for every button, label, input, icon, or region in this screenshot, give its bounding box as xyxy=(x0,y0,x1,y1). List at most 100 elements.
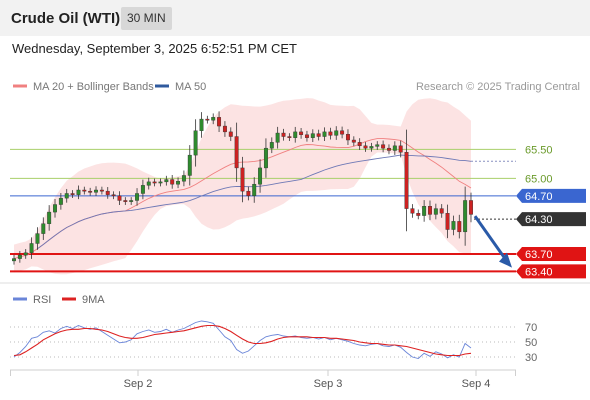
candle-body xyxy=(381,144,386,149)
timeframe-badge[interactable]: 30 MIN xyxy=(121,7,172,30)
candle-body xyxy=(12,258,16,262)
candle xyxy=(299,127,304,139)
candle-body xyxy=(199,118,204,131)
candle-body xyxy=(416,213,421,216)
candle-body xyxy=(328,131,333,136)
candle xyxy=(199,112,204,138)
candle-body xyxy=(234,136,239,169)
candle xyxy=(176,177,181,189)
candle-body xyxy=(111,194,116,197)
candle-body xyxy=(158,181,163,184)
candle xyxy=(404,129,409,232)
rsi-panel: 70 50 30 xyxy=(10,320,537,364)
candle xyxy=(17,250,22,263)
candle xyxy=(392,141,397,156)
level-tag-64-30 xyxy=(516,212,586,227)
candle-body xyxy=(205,118,210,121)
candle-body xyxy=(340,130,345,135)
candle xyxy=(439,204,444,218)
candle-body xyxy=(76,189,81,195)
candle xyxy=(328,127,333,140)
candle xyxy=(234,122,239,182)
rsi-legend-label: RSI xyxy=(33,294,51,306)
candle xyxy=(164,175,169,186)
candle xyxy=(310,129,315,143)
candle xyxy=(340,126,345,139)
candle xyxy=(193,119,198,167)
candle xyxy=(111,191,116,200)
candle-body xyxy=(17,254,22,259)
level-label-64-30: 64.30 xyxy=(525,214,553,226)
candle xyxy=(123,197,128,205)
candle xyxy=(351,136,356,147)
candle xyxy=(316,129,321,141)
candle-body xyxy=(269,142,274,149)
candle xyxy=(451,215,456,236)
candle-body xyxy=(299,131,304,135)
candle-body xyxy=(469,200,473,215)
candle-body xyxy=(88,190,93,193)
candle-body xyxy=(181,175,186,182)
candle-body xyxy=(170,179,175,185)
candle-body xyxy=(463,200,468,233)
price-panel: 65.50 65.00 64.70 64.30 63.70 63.40 xyxy=(10,98,586,279)
candle-body xyxy=(129,200,134,202)
candle-body xyxy=(23,252,28,256)
instrument-title: Crude Oil (WTI) xyxy=(11,10,121,27)
ma20-legend-swatch xyxy=(13,84,27,88)
candle-body xyxy=(53,204,57,213)
rsi-tick-30: 30 xyxy=(525,352,537,364)
candle xyxy=(47,205,52,231)
candle xyxy=(457,214,462,239)
candle-body xyxy=(105,190,110,195)
candle xyxy=(70,190,75,198)
candle xyxy=(58,192,63,210)
candle-body xyxy=(387,147,391,151)
candle xyxy=(422,200,427,222)
ma50-legend-label: MA 50 xyxy=(175,81,206,93)
candle xyxy=(304,130,309,142)
candle-body xyxy=(304,134,309,138)
candle xyxy=(398,140,403,158)
candle-body xyxy=(363,145,368,149)
candle-body xyxy=(246,190,251,197)
candle-body xyxy=(410,208,415,214)
header-bar: Crude Oil (WTI) 30 MIN xyxy=(0,0,590,36)
level-label-65-50: 65.50 xyxy=(525,144,553,156)
level-label-65-00: 65.00 xyxy=(525,173,553,185)
candle xyxy=(105,187,110,199)
candle xyxy=(23,249,28,259)
candle xyxy=(287,133,292,142)
candle xyxy=(12,254,16,265)
candle xyxy=(64,188,69,203)
datetime-label: Wednesday, September 3, 2025 6:52:51 PM … xyxy=(12,41,297,56)
candle-body xyxy=(252,183,257,197)
candle-body xyxy=(404,152,409,209)
candle xyxy=(275,126,280,149)
candle-body xyxy=(346,133,350,141)
candle xyxy=(252,177,257,203)
candle-body xyxy=(451,221,456,230)
candle xyxy=(263,138,268,178)
candle xyxy=(211,113,216,125)
candle-body xyxy=(123,200,128,202)
candle-body xyxy=(293,131,298,138)
ma9-legend-label: 9MA xyxy=(82,294,105,306)
candle xyxy=(88,187,93,196)
rsi-tick-70: 70 xyxy=(525,322,537,334)
candle xyxy=(334,126,339,140)
candle xyxy=(140,179,145,200)
candle-body xyxy=(140,185,145,194)
candle xyxy=(53,198,57,218)
candle-body xyxy=(135,193,139,201)
candle xyxy=(381,140,386,153)
candle-body xyxy=(217,117,222,127)
candle xyxy=(246,186,251,201)
candle-body xyxy=(287,136,292,138)
level-tag-63-70 xyxy=(516,246,586,261)
candle xyxy=(117,191,122,205)
candle-body xyxy=(392,145,397,151)
candle-body xyxy=(310,133,315,138)
